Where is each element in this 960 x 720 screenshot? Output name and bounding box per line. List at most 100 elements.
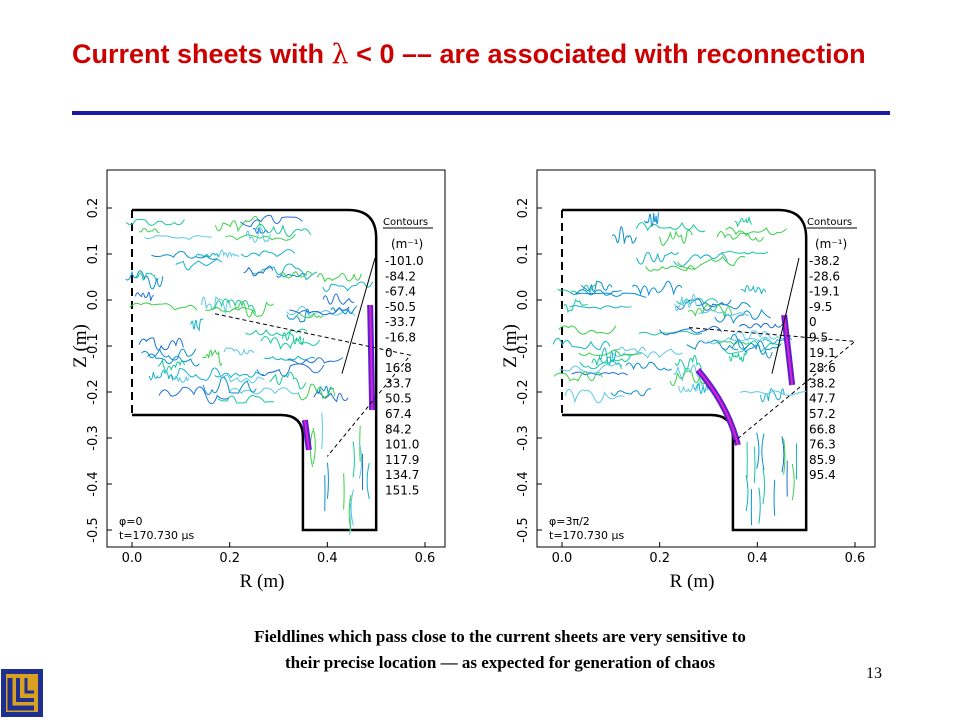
legend-level: 50.5 [385,392,412,406]
contour-line [716,231,764,242]
contour-line [745,475,749,512]
contour-line [739,390,807,396]
legend-units: (m⁻¹) [815,237,847,251]
caption-line-1: Fieldlines which pass close to the curre… [254,627,746,646]
contour-line [783,438,786,475]
contour-line [625,361,672,371]
legend-level: -67.4 [385,285,416,299]
title-part2: < 0 –– are associated with reconnection [348,39,866,69]
contour-line [564,388,625,404]
contour-line [195,252,220,258]
contour-line [569,305,632,310]
contour-line [696,301,751,310]
contour-line [730,333,782,351]
contour-line [202,349,223,366]
x-tick-label: 0.0 [122,551,143,566]
y-tick-label: -0.5 [516,517,531,542]
contour-line [559,363,623,374]
legend-level: -84.2 [385,269,416,283]
contour-line [316,385,335,395]
contour-line [343,473,345,510]
contour-line [312,427,316,464]
current-sheet-core [697,314,794,446]
contour-line [687,304,733,318]
contour-line [673,364,700,383]
contour-line [240,214,303,228]
y-tick-label: -0.4 [516,471,531,496]
contour-line [738,322,783,329]
y-tick-label: -0.1 [516,333,531,358]
contour-line [297,383,336,401]
contour-line [151,251,218,260]
current-sheet-core [303,304,374,451]
contour-line [313,391,349,403]
contour-line [215,249,240,258]
contour-line [260,336,321,350]
contour-line [725,227,788,237]
time-label: t=170.730 μs [119,529,195,542]
contour-line [175,259,223,271]
contour-line [138,227,160,234]
contour-line [659,229,693,247]
contour-line [170,367,221,381]
legend-title: Contours [807,217,852,228]
contour-line [553,370,603,382]
contour-line [158,386,230,405]
contour-lines [552,212,807,526]
y-tick-label: -0.2 [86,379,101,404]
legend-units: (m⁻¹) [391,237,423,251]
contour-line [740,284,767,295]
contour-line [734,330,787,343]
contour-line [245,227,271,243]
contour-line [138,337,184,351]
legend-title: Contours [383,217,428,228]
contour-line [614,346,646,353]
plot-frame [536,169,876,548]
legend-level: 134.7 [385,468,419,482]
contour-line [358,442,363,479]
contour-line [174,375,189,383]
slide-caption: Fieldlines which pass close to the curre… [120,624,880,676]
y-tick-label: 0.1 [86,244,101,265]
legend-level: 84.2 [385,422,412,436]
x-tick-label: 0.6 [415,551,436,566]
contour-line [352,441,355,478]
contour-line [570,289,622,296]
contour-line [223,347,255,356]
y-axis-label: Z (m) [70,324,91,368]
contour-line [125,270,164,290]
legend-level: 0 [385,346,393,360]
slide-title: Current sheets with λ < 0 –– are associa… [72,36,892,73]
contour-line [286,308,314,323]
y-tick-label: -0.4 [86,471,101,496]
legend-level: 16.8 [385,361,412,375]
contour-line [214,371,264,379]
y-tick-label: -0.5 [86,517,101,542]
annotation-arrow [214,313,412,457]
y-tick-label: -0.2 [516,379,531,404]
contour-line [330,305,358,315]
contour-line [612,348,683,359]
legend-level: -19.1 [809,285,840,299]
y-tick-label: -0.3 [86,425,101,450]
contour-line [282,331,305,345]
contour-line [205,306,256,313]
llnl-logo-icon [1,669,43,717]
contour-line [580,280,613,292]
caption-line-2: their precise location — as expected for… [284,653,716,672]
contour-line [254,223,312,237]
contour-line [366,462,370,500]
legend-level: 67.4 [385,407,412,421]
contour-line [125,218,185,226]
contour-line [279,270,314,279]
legend-level: -50.5 [385,300,416,314]
contour-line [348,494,352,532]
contour-line [147,353,200,367]
contour-line [157,358,185,372]
vessel-wall [562,208,808,532]
x-tick-label: 0.0 [552,551,573,566]
contour-line [579,355,631,370]
contour-line [563,298,588,314]
legend-level: 85.9 [809,453,836,467]
title-lambda: λ [331,39,349,70]
